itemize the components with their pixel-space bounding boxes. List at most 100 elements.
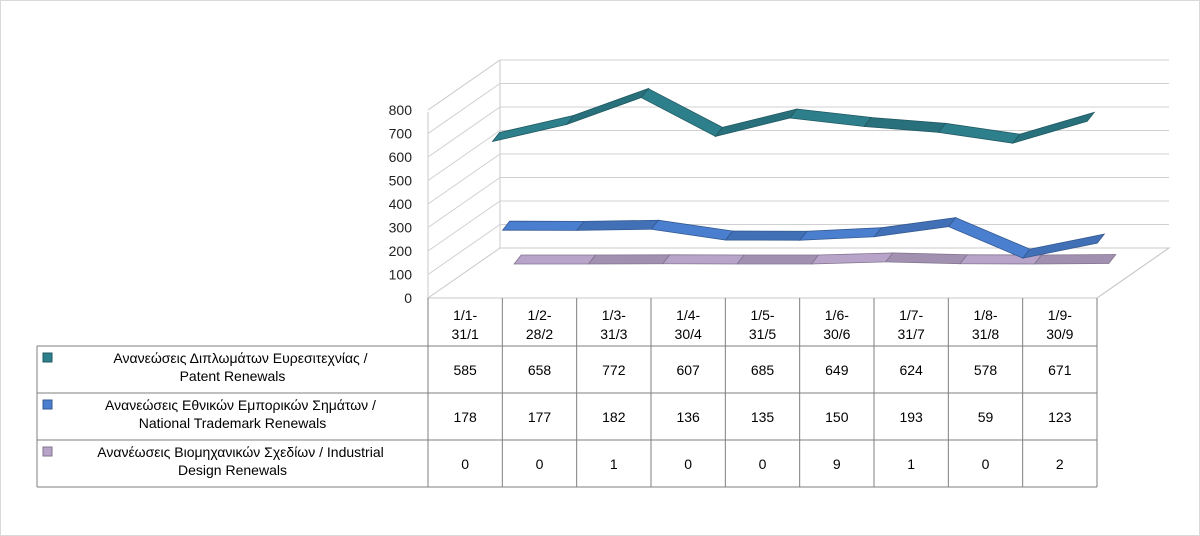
category-label: 1/4- [676,307,700,323]
category-label: 1/6- [825,307,849,323]
table-cell-value: 607 [676,362,700,378]
table-cell-value: 123 [1048,409,1072,425]
table-cell-value: 59 [978,409,994,425]
y-tick-label: 0 [404,290,412,306]
table-cell-value: 0 [461,456,469,472]
table-cell-value: 182 [602,409,626,425]
category-label: 1/8- [973,307,997,323]
ribbon-segment [513,254,597,265]
series-label: Ανανεώσεις Εθνικών Εμπορικών Σημάτων / [105,397,376,413]
y-tick-label: 400 [389,196,413,212]
ribbon-segment [640,88,724,137]
table-cell-value: 772 [602,362,626,378]
series-label: Patent Renewals [180,368,286,384]
series-label: Ανανεώσεις Διπλωμάτων Ευρεσιτεχνίας / [113,350,367,366]
ribbon-segment [576,219,660,231]
ribbon-segment [789,108,872,127]
table-cell-value: 649 [825,362,849,378]
right-floor-edge [1096,247,1170,299]
table-cell-value: 178 [453,409,477,425]
gridline-side [427,83,501,134]
y-tick-label: 300 [389,220,413,236]
table-cell-value: 150 [825,409,849,425]
category-label: 31/7 [898,326,925,342]
table-cell-value: 578 [974,362,998,378]
y-tick-label: 800 [389,102,413,118]
gridline-side [427,224,501,275]
y-axis: 0 100 200 300 400 500 600 700 800 [389,102,413,306]
ribbon-segment [937,122,1021,144]
table-cell-value: 624 [899,362,923,378]
ribbon-segment [661,254,745,265]
category-label: 31/1 [452,326,479,342]
gridline-side [427,59,501,111]
ribbon-segment [799,227,883,241]
category-label: 31/8 [972,326,999,342]
ribbon-segment [491,114,575,143]
ribbon-segment [587,254,671,265]
gridline-side [427,177,501,228]
legend-key [42,446,53,457]
category-label: 1/1- [453,307,477,323]
y-tick-label: 500 [389,173,413,189]
ribbon-segment [947,217,1031,259]
series-label: National Trademark Renewals [139,415,327,431]
gridline-side [427,200,501,252]
table-cell-value: 193 [899,409,923,425]
gridline-side [427,130,501,181]
ribbon-segment [884,252,968,265]
category-label: 30/9 [1046,326,1073,342]
series-ribbon [491,87,1096,144]
ribbon-segment [714,108,798,138]
table-cell-value: 0 [982,456,990,472]
table-cell-value: 177 [528,409,552,425]
table-cell-value: 0 [759,456,767,472]
category-label: 1/7- [899,307,923,323]
ribbon-segment [565,87,650,126]
table-cell-value: 2 [1056,456,1064,472]
table-cell-value: 671 [1048,362,1072,378]
category-label: 1/3- [602,307,626,323]
ribbon-segment [1033,254,1117,265]
category-label: 1/9- [1048,307,1072,323]
category-label: 31/3 [600,326,627,342]
category-label: 30/4 [675,326,702,342]
category-label: 30/6 [823,326,850,342]
y-tick-label: 100 [389,267,413,283]
data-table: 1/1- 31/1 1/2- 28/2 1/3- 31/3 1/4- 30/4 1/5- 31/5… [36,298,1098,488]
legend-key [42,399,53,410]
category-label: 31/5 [749,326,776,342]
category-label: 28/2 [526,326,553,342]
table-cell-value: 135 [751,409,775,425]
ribbon-segment [1021,233,1106,259]
y-tick-label: 600 [389,149,413,165]
table-cell-value: 1 [907,456,915,472]
table-cell-value: 585 [453,362,477,378]
table-cell-value: 658 [528,362,552,378]
table-cell-value: 685 [751,362,775,378]
ribbon-segment [1011,111,1096,144]
table-cell-value: 136 [676,409,700,425]
category-label: 1/2- [527,307,551,323]
chart-series-ribbons [491,87,1117,265]
table-cell-value: 0 [536,456,544,472]
table-cell-value: 1 [610,456,618,472]
y-tick-label: 200 [389,243,413,259]
series-ribbon [501,217,1106,259]
ribbon-segment [873,217,957,238]
category-label: 1/5- [750,307,774,323]
series-ribbon [513,252,1117,265]
table-cell-value: 9 [833,456,841,472]
table-cell-value: 0 [684,456,692,472]
gridline-side [427,106,501,158]
y-tick-label: 700 [389,126,413,142]
ribbon-segment [501,220,585,231]
series-label: Ανανέωσεις Βιομηχανικών Σχεδίων / Indust… [97,444,383,460]
ribbon-segment [724,230,808,241]
ribbon-segment [650,219,734,241]
ribbon-segment [736,254,820,265]
series-label: Design Renewals [178,462,287,478]
gridline-side [427,153,501,205]
ribbon-segment [810,252,894,265]
